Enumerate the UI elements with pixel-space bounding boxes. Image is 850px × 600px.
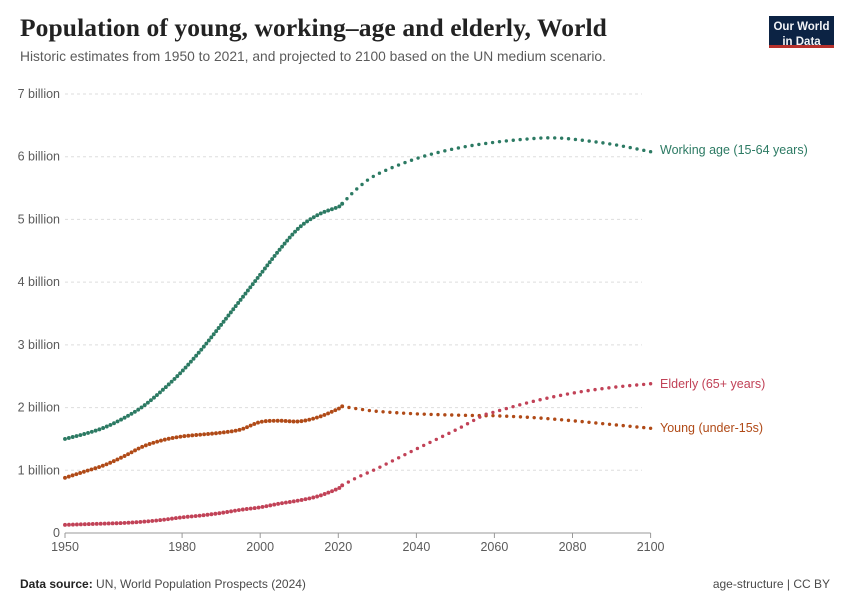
svg-text:5 billion: 5 billion — [18, 212, 60, 226]
svg-text:2080: 2080 — [559, 540, 587, 554]
svg-text:2100: 2100 — [637, 540, 665, 554]
svg-text:2020: 2020 — [324, 540, 352, 554]
svg-text:1950: 1950 — [51, 540, 79, 554]
svg-text:1 billion: 1 billion — [18, 463, 60, 477]
svg-text:6 billion: 6 billion — [18, 150, 60, 164]
svg-text:2040: 2040 — [402, 540, 430, 554]
svg-text:2060: 2060 — [480, 540, 508, 554]
svg-text:7 billion: 7 billion — [18, 87, 60, 101]
svg-text:Working age (15-64 years): Working age (15-64 years) — [660, 143, 808, 157]
svg-text:3 billion: 3 billion — [18, 338, 60, 352]
svg-text:4 billion: 4 billion — [18, 275, 60, 289]
svg-text:2 billion: 2 billion — [18, 401, 60, 415]
svg-text:1980: 1980 — [168, 540, 196, 554]
svg-text:2000: 2000 — [246, 540, 274, 554]
svg-text:Young (under-15s): Young (under-15s) — [660, 421, 763, 435]
svg-text:0: 0 — [53, 526, 60, 540]
svg-text:Elderly (65+ years): Elderly (65+ years) — [660, 377, 765, 391]
